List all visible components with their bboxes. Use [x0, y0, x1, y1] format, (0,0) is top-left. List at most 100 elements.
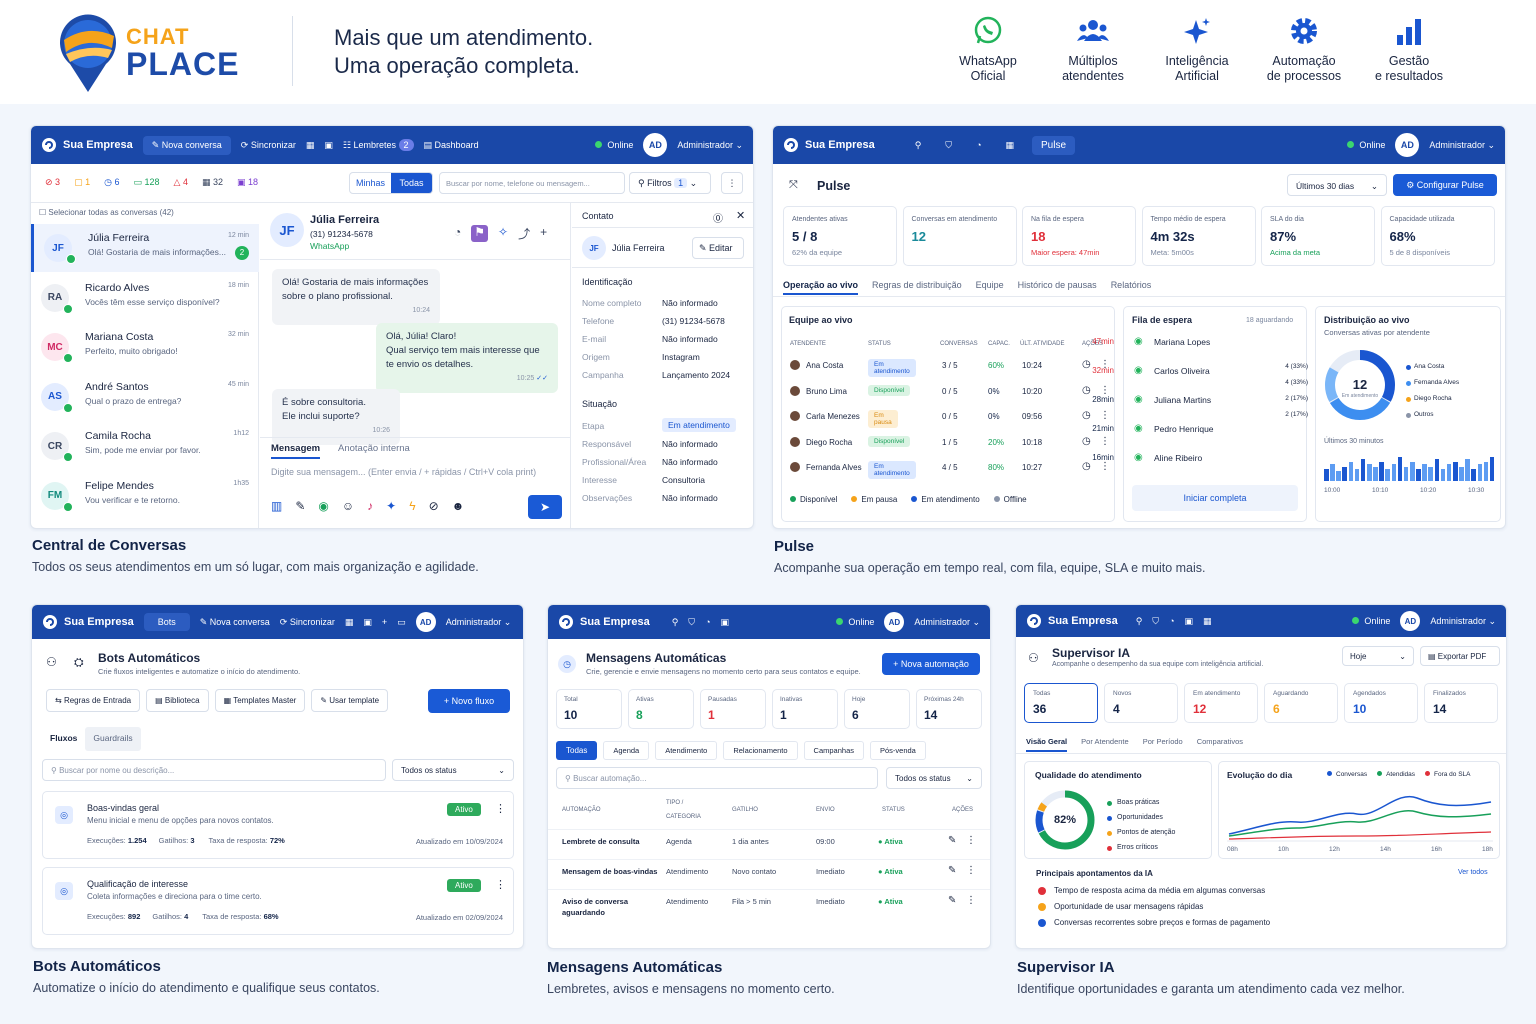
- list-item[interactable]: AS André Santos Qual o prazo de entrega? 45…: [31, 373, 259, 421]
- edit-icon[interactable]: ▣: [720, 616, 730, 627]
- action-button[interactable]: ▤ Biblioteca: [146, 689, 209, 712]
- sparkles-icon[interactable]: ✦: [386, 499, 397, 513]
- emoji-icon[interactable]: ☺: [341, 499, 355, 513]
- list-item[interactable]: MC Mariana Costa Perfeito, muito obrigado!…: [31, 323, 259, 371]
- history-icon[interactable]: ◷: [1082, 359, 1091, 370]
- list-item[interactable]: RA Ricardo Alves Vocês têm esse serviço di…: [31, 274, 259, 322]
- tab-0[interactable]: Todas: [556, 741, 598, 760]
- admin-menu[interactable]: Administrador ⌄: [914, 616, 980, 627]
- tab-3[interactable]: Histórico de pausas: [1017, 280, 1097, 290]
- tab-5[interactable]: Pós-venda: [870, 741, 926, 760]
- see-all-link[interactable]: Ver todos: [1458, 869, 1488, 876]
- filters-button[interactable]: ⚲ Filtros 1 ⌄: [629, 172, 711, 194]
- search-input[interactable]: ⚲ Buscar automação...: [556, 767, 878, 789]
- edit-icon[interactable]: ✎: [948, 895, 957, 906]
- history-icon[interactable]: ◷: [1082, 435, 1091, 447]
- bolt-icon[interactable]: ϟ: [409, 499, 416, 513]
- tab-1[interactable]: Por Atendente: [1081, 737, 1129, 746]
- counter-chat[interactable]: ▭ 128: [133, 177, 160, 187]
- history-icon[interactable]: ◷: [1082, 410, 1091, 421]
- grid-icon[interactable]: ▣: [324, 139, 333, 150]
- status-select[interactable]: Todos os status ⌄: [392, 759, 514, 781]
- tab-4[interactable]: Relatórios: [1110, 280, 1152, 290]
- more-icon[interactable]: ⋮: [495, 879, 506, 891]
- more-icon[interactable]: ⋮: [966, 895, 976, 906]
- tag-icon[interactable]: ⚑: [471, 225, 489, 242]
- tab-4[interactable]: Campanhas: [803, 741, 864, 760]
- status-select[interactable]: Todos os status ⌄: [886, 767, 982, 789]
- stat-card[interactable]: Agendados 10: [1344, 683, 1418, 723]
- whatsapp-icon[interactable]: ◉: [318, 499, 329, 513]
- shield-icon[interactable]: ⛉: [945, 139, 953, 150]
- tab-message[interactable]: Mensagem: [271, 443, 321, 459]
- avatar[interactable]: AD: [1400, 611, 1421, 631]
- attach-icon[interactable]: ⊘: [428, 499, 439, 513]
- edit-icon[interactable]: ✎: [948, 835, 957, 846]
- list-item[interactable]: CR Camila Rocha Sim, pode me enviar por fa…: [31, 422, 259, 470]
- tab-pulse[interactable]: Pulse: [1032, 135, 1076, 155]
- tab-2[interactable]: Por Período: [1142, 737, 1183, 746]
- more-icon[interactable]: ⋮: [1100, 461, 1110, 472]
- stat-card[interactable]: Novos 4: [1104, 683, 1178, 723]
- config-pulse-button[interactable]: ⚙ Configurar Pulse: [1393, 174, 1497, 196]
- tab-1[interactable]: Regras de distribuição: [872, 280, 962, 290]
- timer-icon[interactable]: ◔: [454, 225, 462, 239]
- pin-icon[interactable]: ✎: [295, 499, 306, 513]
- search-input[interactable]: ⚲ Buscar por nome ou descrição...: [42, 759, 386, 781]
- admin-menu[interactable]: Administrador ⌄: [677, 139, 743, 150]
- history-icon[interactable]: ◷: [1082, 461, 1091, 472]
- more-icon[interactable]: ⋮: [1100, 384, 1110, 396]
- flow-card[interactable]: ◎ Boas-vindas geral Menu inicial e menu de…: [42, 791, 514, 859]
- plus-icon[interactable]: +: [381, 617, 388, 627]
- shield-icon[interactable]: ⛉: [688, 616, 696, 627]
- info-icon[interactable]: ⓪: [713, 214, 723, 225]
- reminders-button[interactable]: ☷ Lembretes 2: [343, 138, 414, 151]
- calendar-icon[interactable]: ▦: [1203, 615, 1212, 626]
- more-icon[interactable]: ⋮: [966, 835, 976, 846]
- online-status[interactable]: Online: [1352, 616, 1390, 626]
- stat-card[interactable]: Em atendimento 12: [1184, 683, 1258, 723]
- transfer-icon[interactable]: ⤴: [518, 227, 531, 241]
- counter-triangle[interactable]: △ 4: [173, 177, 188, 187]
- bell-icon[interactable]: ◔: [976, 140, 982, 150]
- shield-icon[interactable]: ⛉: [1152, 615, 1160, 626]
- online-status[interactable]: Online: [595, 140, 633, 150]
- admin-menu[interactable]: Administrador ⌄: [1429, 139, 1495, 150]
- action-button[interactable]: ▦ Templates Master: [214, 689, 306, 712]
- more-icon[interactable]: ⋮: [495, 803, 506, 815]
- new-conversation-button[interactable]: ✎ Nova conversa: [142, 135, 231, 155]
- calendar-icon[interactable]: ▦: [344, 616, 354, 627]
- grid-icon[interactable]: ▣: [1184, 615, 1194, 626]
- stat-card[interactable]: Aguardando 6: [1264, 683, 1338, 723]
- admin-menu[interactable]: Administrador ⌄: [445, 616, 512, 627]
- plus-icon[interactable]: +: [540, 225, 548, 239]
- send-button[interactable]: ➤: [528, 495, 562, 519]
- calendar-icon[interactable]: ▦: [305, 139, 315, 150]
- smile-icon[interactable]: ☻: [451, 499, 465, 513]
- counter-warning[interactable]: ▢ 1: [74, 177, 91, 187]
- search-icon[interactable]: ⚲: [914, 139, 922, 150]
- online-status[interactable]: Online: [836, 617, 874, 627]
- stat-card[interactable]: Finalizados 14: [1424, 683, 1498, 723]
- new-automation-button[interactable]: + Nova automação: [882, 653, 980, 675]
- select-all[interactable]: ☐ Selecionar todas as conversas (42): [39, 208, 174, 217]
- search-icon[interactable]: ⚲: [1135, 615, 1143, 626]
- tab-2[interactable]: Equipe: [975, 280, 1004, 290]
- tab-3[interactable]: Relacionamento: [723, 741, 798, 760]
- message-input[interactable]: Digite sua mensagem... (Enter envia / + …: [271, 467, 537, 477]
- chat-icon[interactable]: ▭: [397, 616, 406, 627]
- tab-guardrails[interactable]: Guardrails: [85, 727, 141, 751]
- period-select[interactable]: Hoje ⌄: [1342, 646, 1414, 666]
- action-button[interactable]: ✎ Usar template: [311, 689, 389, 712]
- counter-alert[interactable]: ⊘ 3: [45, 177, 61, 187]
- mic-icon[interactable]: ♪: [367, 499, 374, 513]
- new-flow-button[interactable]: + Novo fluxo: [428, 689, 510, 713]
- action-button[interactable]: ⇆ Regras de Entrada: [46, 689, 141, 712]
- counter-clock[interactable]: ◷ 6: [104, 177, 120, 187]
- avatar[interactable]: AD: [643, 133, 668, 157]
- list-item[interactable]: JF Júlia Ferreira Olá! Gostaria de mais in…: [31, 224, 259, 272]
- tab-3[interactable]: Comparativos: [1196, 737, 1243, 746]
- avatar[interactable]: AD: [1395, 133, 1420, 157]
- search-icon[interactable]: ⚲: [671, 616, 679, 627]
- tab-1[interactable]: Agenda: [603, 741, 650, 760]
